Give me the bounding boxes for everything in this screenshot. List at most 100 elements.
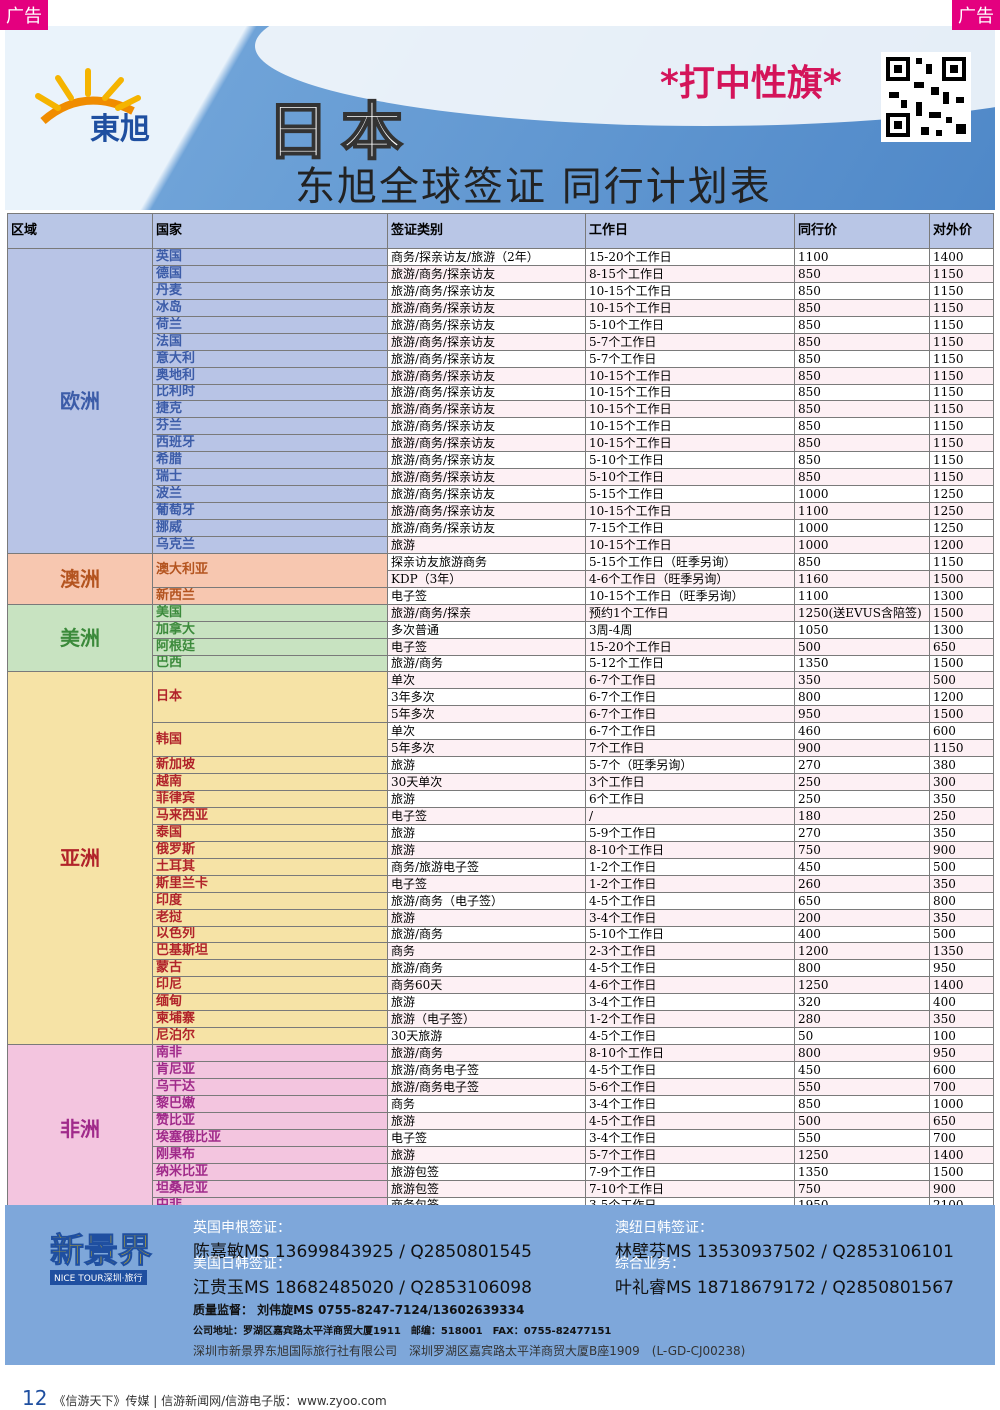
peer-price: 1350 [794,654,930,673]
table-row: 以色列 旅游/商务 5-10个工作日 400 500 [8,925,994,944]
visa-type: 旅游/商务电子签 [387,1077,586,1096]
peer-price: 450 [794,1061,930,1079]
peer-price: 1100 [794,586,930,605]
public-price: 400 [929,993,994,1012]
public-price: 1150 [929,451,994,470]
peer-price: 1050 [794,620,930,639]
peer-price: 320 [794,993,930,1012]
work-days: 预约1个工作日 [585,603,795,622]
table-row: 挪威 旅游/商务/探亲访友 7-15个工作日 1000 1250 [8,519,994,537]
table-row: 意大利 旅游/商务/探亲访友 5-7个工作日 850 1150 [8,349,994,368]
country-cell: 比利时 [152,383,388,402]
brand: 東旭 [90,112,150,147]
public-price: 1250 [929,502,994,520]
country-cell: 越南 [152,773,388,791]
country-cell: 以色列 [152,925,388,944]
region-cell: 非洲 [7,1044,153,1215]
visa-type: 商务/旅游电子签 [387,857,586,876]
public-price: 1000 [929,1094,994,1113]
public-price: 1250 [929,519,994,537]
public-price: 1150 [929,332,994,351]
public-price: 300 [929,773,994,791]
table-row: 印度 旅游/商务（电子签） 4-5个工作日 650 800 [8,891,994,910]
table-body: 欧洲 英国 商务/探亲访友/旅游（2年） 15-20个工作日 1100 1400 德国 旅游/… [7,248,994,1215]
work-days: 6-7个工作日 [585,722,795,741]
table-row: 德国 旅游/商务/探亲访友 8-15个工作日 850 1150 [8,264,994,283]
country-cell: 赞比亚 [152,1111,388,1130]
page-title: 东旭全球签证 同行计划表 [295,164,772,210]
public-price: 1500 [929,603,994,622]
work-days: 4-5个工作日 [585,1111,795,1130]
visa-type: 旅游/商务/探亲访友 [387,383,586,402]
peer-price: 850 [794,349,930,368]
ad-label: 广告 [952,0,1000,30]
contact-value: 陈嘉敏MS 13699843925 / Q2850801545 [193,1242,532,1262]
table-row: 柬埔寨 旅游（电子签） 1-2个工作日 280 350 [8,1010,994,1029]
table-row: 老挝 旅游 3-4个工作日 200 350 [8,908,994,927]
work-days: 7-15个工作日 [585,519,795,537]
visa-type: 旅游/商务/探亲 [387,603,586,622]
peer-price: 500 [794,637,930,656]
visa-type: 旅游/商务/探亲访友 [387,468,586,487]
column-header: 工作日 [585,213,795,249]
peer-price: 850 [794,298,930,317]
contact: 英国申根签证： 陈嘉敏MS 13699843925 / Q2850801545 [193,1217,532,1262]
work-days: 10-15个工作日 [585,400,795,419]
country-cell: 丹麦 [152,281,388,300]
peer-price: 850 [794,468,930,487]
visa-type: 旅游包签 [387,1162,586,1181]
visa-type: 旅游/商务/探亲访友 [387,519,586,537]
country-cell: 巴西 [152,654,388,673]
work-days: 8-15个工作日 [585,264,795,283]
visa-type: 商务 [387,1094,586,1113]
visa-type: 旅游 [387,908,586,927]
footer: 新景界 NICE TOUR深圳·旅行 英国申根签证： 陈嘉敏MS 13699843… [5,1205,995,1365]
public-price: 1150 [929,383,994,402]
country-cell: 法国 [152,332,388,351]
public-price: 1350 [929,942,994,961]
table-row: 纳米比亚 旅游包签 7-9个工作日 1350 1500 [8,1162,994,1181]
peer-price: 350 [794,671,930,690]
footer-brand-sub: NICE TOUR深圳·旅行 [50,1270,147,1285]
peer-price: 850 [794,315,930,334]
peer-price: 550 [794,1128,930,1147]
work-days: 4-5个工作日 [585,1027,795,1046]
table-row: 埃塞俄比亚 电子签 3-4个工作日 550 700 [8,1128,994,1147]
table-row: 刚果布 旅游 5-7个工作日 1250 1400 [8,1145,994,1164]
public-price: 800 [929,891,994,910]
visa-table: 区域 国家 签证类别 工作日 同行价 对外价 欧洲 英国 商务/探亲访友/旅游（2年） 15-2… [7,213,994,1215]
work-days: 1-2个工作日 [585,857,795,876]
public-price: 1300 [929,586,994,605]
table-row: 俄罗斯 旅游 8-10个工作日 750 900 [8,840,994,859]
logo-sun [35,68,141,125]
page-footer-text: 《信游天下》传媒 | 信游新闻网/信游电子版：www.zyoo.com [53,1394,387,1408]
region-cell: 美洲 [7,603,153,673]
public-price: 1150 [929,552,994,571]
table-row: 芬兰 旅游/商务/探亲访友 10-15个工作日 850 1150 [8,417,994,436]
peer-price: 250 [794,773,930,791]
country-cell: 菲律宾 [152,790,388,808]
work-days: 8-10个工作日 [585,1044,795,1062]
address: 公司地址：罗湖区嘉宾路太平洋商贸大厦1911 邮编：518001 FAX：075… [193,1326,612,1337]
work-days: 5-7个（旺季另询） [585,756,795,775]
public-price: 350 [929,790,994,808]
work-days: 3-4个工作日 [585,1094,795,1113]
table-row: 葡萄牙 旅游/商务/探亲访友 10-15个工作日 1100 1250 [8,502,994,520]
peer-price: 850 [794,400,930,419]
public-price: 1150 [929,281,994,300]
country-cell: 尼泊尔 [152,1027,388,1046]
visa-type: 旅游/商务 [387,654,586,673]
public-price: 350 [929,874,994,893]
table-row: 加拿大 多次普通 3周-4周 1050 1300 [8,620,994,639]
table-row: 冰岛 旅游/商务/探亲访友 10-15个工作日 850 1150 [8,298,994,317]
visa-type: 30天旅游 [387,1027,586,1046]
country-cell: 蒙古 [152,959,388,978]
work-days: 6-7个工作日 [585,688,795,707]
public-price: 1150 [929,400,994,419]
work-days: 6-7个工作日 [585,671,795,690]
peer-price: 400 [794,925,930,944]
peer-price: 270 [794,756,930,775]
visa-type: 旅游/商务/探亲访友 [387,485,586,504]
visa-type: 旅游/商务/探亲访友 [387,315,586,334]
